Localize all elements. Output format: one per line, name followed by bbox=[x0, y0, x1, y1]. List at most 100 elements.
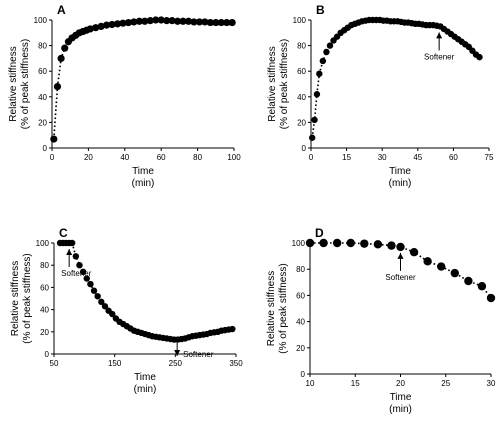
panel-d-data-point bbox=[332, 238, 342, 248]
panel-a-data-point bbox=[108, 20, 116, 29]
panel-c-y-tick-label: 0 bbox=[45, 350, 50, 359]
panel-a-y-tick-label: 60 bbox=[38, 67, 47, 76]
panel-a-data-point bbox=[179, 17, 187, 25]
panel-a-data-point bbox=[50, 135, 58, 143]
panel-d-x-tick-label: 15 bbox=[351, 379, 360, 388]
panel-c-data-point bbox=[94, 293, 101, 300]
panel-a-data-point bbox=[97, 22, 105, 30]
panel-c-x-axis-unit: (min) bbox=[134, 384, 157, 395]
panel-d-data-point bbox=[396, 242, 405, 252]
panel-a-data-point bbox=[53, 82, 62, 91]
panel-a-data-point bbox=[103, 21, 111, 29]
panel-a-data-point bbox=[130, 18, 138, 26]
panel-b-y-axis-unit: (% of peak stiffness) bbox=[279, 39, 290, 129]
panel-d-softener-label: Softener bbox=[385, 273, 416, 282]
panel-c-data-point bbox=[76, 262, 83, 269]
panel-a-data-point bbox=[173, 17, 182, 25]
panel-a-data-point bbox=[212, 18, 220, 27]
panel-c-y-tick-label: 80 bbox=[40, 261, 49, 270]
panel-b-x-tick-label: 15 bbox=[342, 153, 351, 162]
panel-c-softener-label: Softener bbox=[61, 269, 92, 278]
panel-a-data-point bbox=[195, 18, 204, 26]
panel-d-x-tick-label: 30 bbox=[487, 379, 496, 388]
panel-b-x-axis-label: Time bbox=[389, 166, 411, 177]
panel-a-data-point bbox=[141, 17, 149, 25]
panel-d-data-point bbox=[346, 238, 355, 248]
panel-c-data-point bbox=[101, 303, 109, 310]
panel-c-softener-label: Softener bbox=[183, 350, 214, 359]
panel-d-x-tick-label: 20 bbox=[396, 379, 405, 388]
panel-a-x-tick-label: 0 bbox=[50, 153, 55, 162]
panel-d-y-tick-label: 0 bbox=[301, 370, 306, 379]
panel-a-series-line bbox=[53, 19, 233, 140]
panel-a-data-point bbox=[228, 18, 236, 27]
panel-a-x-tick-label: 60 bbox=[157, 153, 166, 162]
panel-a-data-point bbox=[124, 18, 133, 27]
panel-d-letter: D bbox=[315, 226, 324, 240]
panel-b-y-tick-label: 20 bbox=[297, 118, 306, 127]
panel-b-data-point bbox=[308, 134, 316, 141]
panel-a-x-tick-label: 100 bbox=[227, 153, 241, 162]
panel-d-y-tick-label: 80 bbox=[296, 265, 305, 274]
panel-a-x-tick-label: 80 bbox=[193, 153, 202, 162]
panel-c-softener-arrowhead bbox=[174, 350, 181, 356]
panel-c: C 50 150 250 350 0 20 40 60 80 100 Time(min) Relativ… bbox=[10, 226, 243, 395]
panel-b-x-tick-label: 0 bbox=[309, 153, 314, 162]
panel-c-data-point bbox=[87, 280, 94, 288]
panel-b-x-tick-label: 75 bbox=[485, 153, 494, 162]
panel-a-letter: A bbox=[57, 3, 66, 17]
panel-a-data-point bbox=[61, 44, 69, 52]
panel-b-data-point bbox=[323, 48, 330, 56]
panel-c-y-axis-unit: (% of peak stiffness) bbox=[22, 253, 33, 343]
panel-d-data-point bbox=[423, 257, 432, 266]
panel-d-data-point bbox=[305, 238, 315, 248]
panel-d-data-point bbox=[387, 241, 396, 250]
panel-b-y-tick-label: 60 bbox=[297, 67, 306, 76]
panel-b-data-point bbox=[313, 91, 321, 98]
panel-d-y-tick-label: 60 bbox=[296, 291, 305, 300]
panel-a-data-point bbox=[152, 16, 160, 24]
panel-a-x-tick-label: 40 bbox=[120, 153, 129, 162]
panel-c-series-line bbox=[60, 242, 233, 341]
panel-d-data-point bbox=[477, 282, 487, 291]
panel-b-data-point bbox=[319, 57, 327, 65]
panel-c-data-point bbox=[83, 275, 90, 282]
panel-c-data-point bbox=[79, 268, 87, 276]
panel-b-data-point bbox=[476, 53, 483, 61]
panel-c-x-tick-label: 50 bbox=[50, 359, 59, 368]
panel-d-data-point bbox=[360, 239, 369, 248]
panel-c-data-point bbox=[72, 253, 80, 260]
panel-a-data-point bbox=[190, 18, 198, 26]
panel-d-y-tick-label: 40 bbox=[296, 318, 305, 327]
panel-d-y-axis-unit: (% of peak stiffness) bbox=[278, 263, 289, 353]
panel-c-y-tick-label: 60 bbox=[40, 283, 49, 292]
panel-d-x-axis-unit: (min) bbox=[389, 404, 412, 415]
panel-a-data-point bbox=[57, 54, 65, 63]
panel-a-data-point bbox=[184, 17, 193, 25]
panel-a-data-point bbox=[135, 17, 143, 25]
panel-a-data-point bbox=[163, 17, 171, 25]
panel-d-y-tick-label: 20 bbox=[296, 344, 305, 353]
panel-c-x-tick-label: 150 bbox=[108, 359, 122, 368]
panel-a-data-point bbox=[168, 17, 176, 25]
panel-c-y-axis-label: Relative stiffness bbox=[10, 261, 21, 336]
panel-c-data-point bbox=[69, 239, 76, 247]
panel-c-y-tick-label: 40 bbox=[40, 306, 49, 315]
panel-b-data-point bbox=[311, 116, 318, 124]
panel-d-data-point bbox=[319, 238, 328, 248]
panel-a-data-point bbox=[146, 17, 154, 25]
panel-a-data-point bbox=[86, 25, 94, 33]
panel-d-data-point bbox=[437, 262, 446, 271]
panel-a-x-tick-label: 20 bbox=[84, 153, 93, 162]
panel-d-y-tick-label: 100 bbox=[292, 239, 306, 248]
panel-c-data-point bbox=[98, 298, 105, 306]
panel-d-data-point bbox=[486, 293, 496, 303]
panel-a-data-point bbox=[201, 18, 209, 26]
panel-b-y-tick-label: 80 bbox=[297, 42, 306, 51]
panel-a-y-tick-label: 0 bbox=[43, 144, 48, 153]
panel-b-x-tick-label: 60 bbox=[449, 153, 458, 162]
panel-a-y-tick-label: 100 bbox=[34, 16, 48, 25]
panel-c-x-tick-label: 250 bbox=[169, 359, 183, 368]
panel-b-y-axis-label: Relative stiffness bbox=[267, 46, 278, 121]
